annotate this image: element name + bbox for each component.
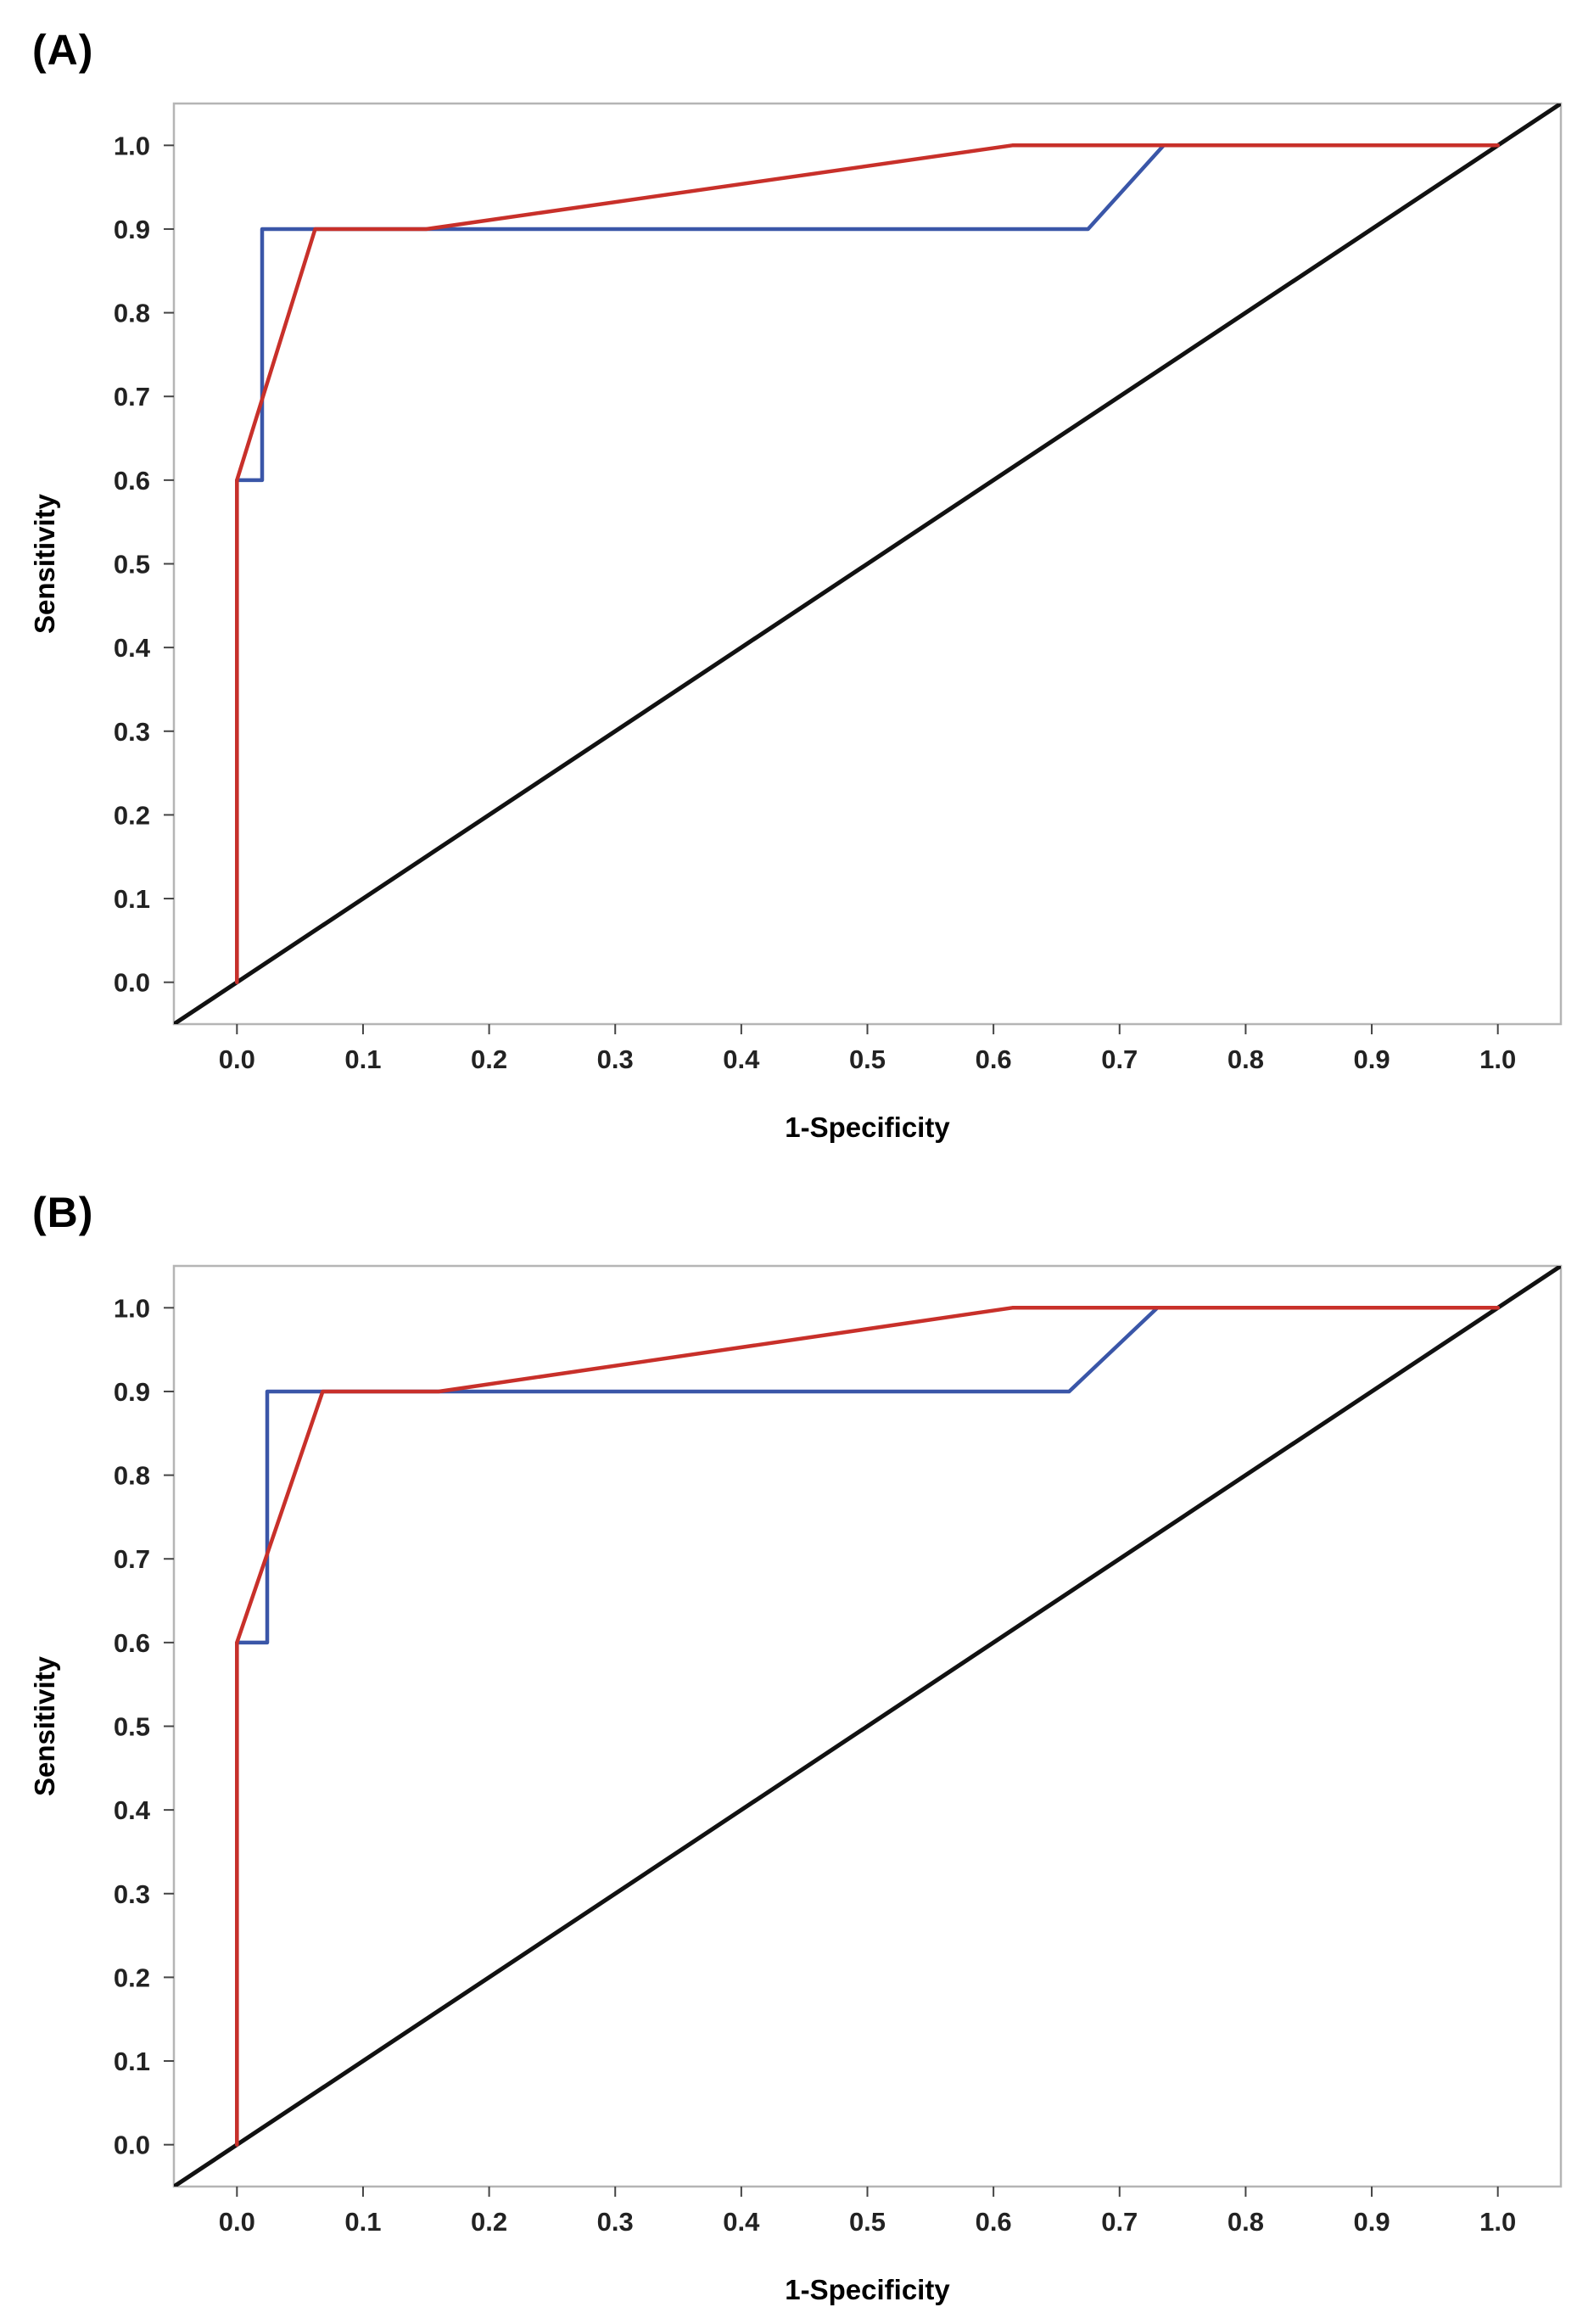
- y-tick-label: 0.8: [114, 1461, 150, 1491]
- roc-chart-a: 0.0 0.1 0.2 0.3 0.4 0.5 0.6 0.7 0.8 0.9 1.0 0.0 0.1 0…: [29, 102, 1563, 1143]
- y-tick-label: 0.9: [114, 215, 150, 244]
- y-tick-label: 0.0: [114, 968, 150, 998]
- x-tick-label: 0.7: [1101, 2207, 1138, 2237]
- x-tick-label: 0.9: [1353, 1044, 1390, 1074]
- y-tick-label: 0.4: [114, 633, 151, 663]
- y-tick-label: 0.1: [114, 2047, 150, 2076]
- roc-chart-b: 0.0 0.1 0.2 0.3 0.4 0.5 0.6 0.7 0.8 0.9 1.0 0.0 0.1 0…: [29, 1264, 1563, 2305]
- y-tick-label: 0.3: [114, 1879, 150, 1909]
- y-axis-title: Sensitivity: [29, 493, 60, 634]
- x-tick-label: 0.7: [1101, 1044, 1138, 1074]
- y-tick-label: 0.1: [114, 884, 150, 914]
- series-line-red: [235, 143, 1500, 984]
- x-tick-label: 0.2: [471, 1044, 507, 1074]
- y-tick-label: 0.7: [114, 1544, 150, 1574]
- series-line-reference: [174, 1266, 1561, 2187]
- x-tick-label: 0.0: [219, 2207, 255, 2237]
- x-tick-label: 0.5: [849, 2207, 886, 2237]
- series-group: [174, 104, 1561, 1024]
- chart-panel-a: 0.0 0.1 0.2 0.3 0.4 0.5 0.6 0.7 0.8 0.9 1.0 0.0 0.1 0…: [29, 26, 1563, 1143]
- y-tick-label: 0.5: [114, 550, 150, 580]
- x-tick-label: 0.1: [344, 1044, 381, 1074]
- x-tick-label: 0.8: [1227, 2207, 1264, 2237]
- x-tick-label: 0.3: [597, 2207, 634, 2237]
- panel-label-a: (A): [32, 26, 94, 74]
- y-tick-label: 0.7: [114, 382, 150, 412]
- x-axis-title: 1-Specificity: [785, 2274, 950, 2305]
- x-tick-label: 0.9: [1353, 2207, 1390, 2237]
- y-tick-label: 0.8: [114, 299, 150, 328]
- x-axis-title: 1-Specificity: [785, 1112, 950, 1143]
- x-tick-label: 0.4: [723, 2207, 760, 2237]
- x-tick-label: 0.5: [849, 1044, 886, 1074]
- series-line-red: [235, 1306, 1500, 2147]
- x-tick-label: 0.1: [344, 2207, 381, 2237]
- y-tick-label: 0.6: [114, 1628, 150, 1658]
- series-line-reference: [174, 104, 1561, 1024]
- y-tick-label: 0.2: [114, 800, 150, 830]
- x-tick-label: 0.3: [597, 1044, 634, 1074]
- x-tick-label: 1.0: [1479, 1044, 1516, 1074]
- y-tick-label: 0.6: [114, 466, 150, 496]
- x-tick-label: 0.2: [471, 2207, 507, 2237]
- y-axis-title: Sensitivity: [29, 1655, 60, 1796]
- x-tick-label: 0.0: [219, 1044, 255, 1074]
- x-tick-label: 0.6: [976, 1044, 1012, 1074]
- y-tick-label: 0.3: [114, 717, 150, 747]
- panel-label-b: (B): [32, 1189, 94, 1236]
- chart-panel-b: 0.0 0.1 0.2 0.3 0.4 0.5 0.6 0.7 0.8 0.9 1.0 0.0 0.1 0…: [0, 1162, 1577, 2324]
- x-tick-label: 0.8: [1227, 1044, 1264, 1074]
- x-tick-label: 0.6: [976, 2207, 1012, 2237]
- x-tick-label: 1.0: [1479, 2207, 1516, 2237]
- y-tick-label: 1.0: [114, 1293, 150, 1323]
- y-tick-label: 0.4: [114, 1795, 151, 1825]
- y-tick-label: 0.2: [114, 1963, 150, 1992]
- y-tick-label: 1.0: [114, 131, 150, 160]
- y-tick-label: 0.0: [114, 2131, 150, 2160]
- x-tick-label: 0.4: [723, 1044, 760, 1074]
- y-tick-label: 0.5: [114, 1712, 150, 1742]
- series-group: [174, 1266, 1561, 2187]
- y-tick-label: 0.9: [114, 1377, 150, 1407]
